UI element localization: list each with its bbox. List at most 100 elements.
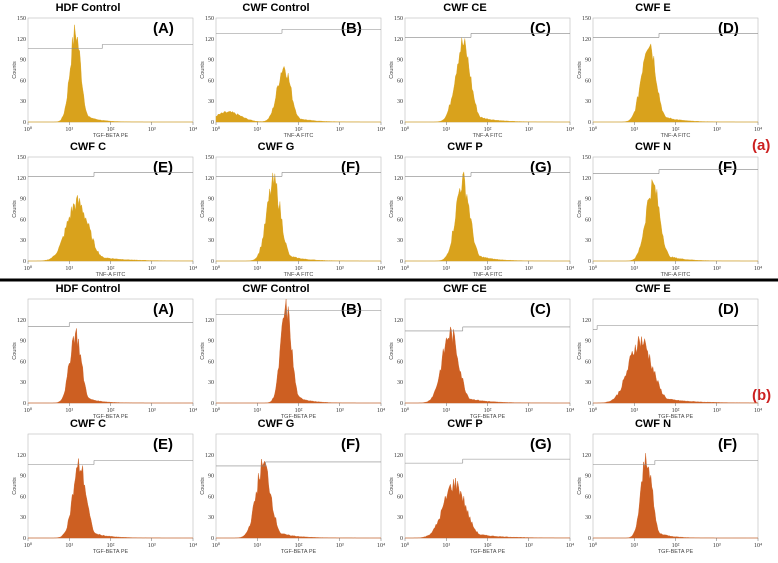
y-tick-label: 30 bbox=[208, 380, 214, 386]
histogram-panel: CWF C (E) 10⁰ 10¹ 10² 10³ 10⁴ 0 30 60 90 120 150 TNF-… bbox=[12, 141, 197, 278]
y-axis-label: Counts bbox=[389, 200, 395, 218]
y-axis-label: Counts bbox=[389, 342, 395, 360]
y-tick-label: 120 bbox=[205, 37, 214, 43]
y-tick-label: 60 bbox=[585, 359, 591, 365]
panel-tag: (G) bbox=[530, 159, 552, 176]
y-tick-label: 150 bbox=[205, 155, 214, 161]
histogram-distribution bbox=[593, 336, 759, 404]
y-tick-label: 0 bbox=[211, 536, 214, 542]
x-axis-label: TGF-BETA PE bbox=[470, 414, 506, 420]
y-tick-label: 0 bbox=[23, 259, 26, 265]
x-tick-label: 10² bbox=[672, 127, 680, 133]
y-tick-label: 150 bbox=[17, 155, 26, 161]
histogram-distribution bbox=[216, 298, 381, 404]
x-tick-label: 10⁰ bbox=[24, 265, 33, 272]
y-axis-label: Counts bbox=[577, 61, 583, 79]
y-axis-label: Counts bbox=[12, 342, 18, 360]
x-tick-label: 10² bbox=[672, 266, 680, 272]
y-tick-label: 150 bbox=[582, 16, 591, 22]
y-tick-label: 150 bbox=[582, 155, 591, 161]
panel-tag: (C) bbox=[530, 20, 551, 37]
panel-tag: (C) bbox=[530, 301, 551, 318]
y-tick-label: 30 bbox=[397, 515, 403, 521]
x-tick-label: 10⁰ bbox=[589, 265, 598, 272]
x-tick-label: 10¹ bbox=[442, 543, 450, 549]
histogram-panel: CWF C (E) 10⁰ 10¹ 10² 10³ 10⁴ 0 30 60 90 120 TGF-BET… bbox=[12, 418, 197, 555]
histogram-distribution bbox=[405, 477, 571, 539]
x-tick-label: 10⁴ bbox=[754, 408, 762, 414]
y-tick-label: 120 bbox=[582, 318, 591, 324]
y-tick-label: 90 bbox=[397, 474, 403, 480]
histogram-panel: CWF N (F) 10⁰ 10¹ 10² 10³ 10⁴ 0 30 60 90 120 150 TNF-… bbox=[577, 141, 762, 278]
x-axis-label: TGF-BETA PE bbox=[93, 549, 129, 555]
histogram-distribution bbox=[215, 65, 381, 123]
x-tick-label: 10² bbox=[484, 127, 492, 133]
panel-tag: (D) bbox=[718, 20, 739, 37]
y-tick-label: 120 bbox=[205, 453, 214, 459]
y-tick-label: 0 bbox=[400, 401, 403, 407]
x-tick-label: 10³ bbox=[148, 543, 156, 549]
x-tick-label: 10² bbox=[672, 543, 680, 549]
y-tick-label: 150 bbox=[394, 155, 403, 161]
x-axis-label: TGF-BETA PE bbox=[658, 549, 694, 555]
y-tick-label: 120 bbox=[17, 318, 26, 324]
y-tick-label: 60 bbox=[208, 217, 214, 223]
y-tick-label: 120 bbox=[205, 176, 214, 182]
y-axis-label: Counts bbox=[577, 477, 583, 495]
group-label-b: (b) bbox=[752, 387, 771, 404]
x-axis-label: TNF-A FITC bbox=[284, 272, 314, 278]
y-tick-label: 60 bbox=[397, 494, 403, 500]
panel-title: CWF G bbox=[258, 141, 295, 153]
x-tick-label: 10³ bbox=[713, 408, 721, 414]
y-tick-label: 0 bbox=[588, 259, 591, 265]
panel-title: HDF Control bbox=[56, 2, 121, 14]
y-tick-label: 30 bbox=[20, 99, 26, 105]
x-tick-label: 10⁰ bbox=[401, 542, 410, 549]
y-axis-label: Counts bbox=[12, 200, 18, 218]
x-tick-label: 10⁴ bbox=[377, 127, 385, 133]
x-tick-label: 10⁰ bbox=[589, 542, 598, 549]
panel-tag: (F) bbox=[718, 159, 737, 176]
y-tick-label: 60 bbox=[208, 494, 214, 500]
x-tick-label: 10¹ bbox=[630, 543, 638, 549]
histogram-distribution bbox=[28, 328, 193, 404]
x-tick-label: 10³ bbox=[525, 127, 533, 133]
x-axis-label: TNF-A FITC bbox=[661, 133, 691, 139]
x-tick-label: 10⁴ bbox=[189, 127, 197, 133]
x-tick-label: 10¹ bbox=[65, 543, 73, 549]
y-tick-label: 90 bbox=[585, 474, 591, 480]
y-tick-label: 90 bbox=[208, 339, 214, 345]
x-tick-label: 10³ bbox=[713, 543, 721, 549]
y-axis-label: Counts bbox=[389, 477, 395, 495]
panel-title: CWF Control bbox=[242, 2, 309, 14]
panel-tag: (B) bbox=[341, 301, 362, 318]
y-tick-label: 90 bbox=[585, 58, 591, 64]
x-tick-label: 10⁰ bbox=[589, 407, 598, 414]
y-tick-label: 120 bbox=[582, 37, 591, 43]
histogram-distribution bbox=[216, 458, 381, 539]
histogram-panel: CWF P (G) 10⁰ 10¹ 10² 10³ 10⁴ 0 30 60 90 120 TGF-BET… bbox=[389, 418, 574, 555]
y-tick-label: 0 bbox=[211, 259, 214, 265]
x-tick-label: 10⁴ bbox=[189, 543, 197, 549]
histogram-panel: CWF N (F) 10⁰ 10¹ 10² 10³ 10⁴ 0 30 60 90 120 TGF-BET… bbox=[577, 418, 762, 555]
histogram-distribution bbox=[405, 37, 570, 123]
x-tick-label: 10¹ bbox=[253, 408, 261, 414]
y-tick-label: 30 bbox=[397, 99, 403, 105]
panel-title: CWF P bbox=[447, 418, 482, 430]
histogram-distribution bbox=[216, 172, 381, 262]
y-tick-label: 120 bbox=[205, 318, 214, 324]
histogram-panel: HDF Control (A) 10⁰ 10¹ 10² 10³ 10⁴ 0 30 60 90 120 T… bbox=[12, 283, 197, 420]
x-tick-label: 10³ bbox=[336, 127, 344, 133]
x-tick-label: 10³ bbox=[336, 408, 344, 414]
x-axis-label: TGF-BETA PE bbox=[281, 414, 317, 420]
x-tick-label: 10² bbox=[295, 127, 303, 133]
x-tick-label: 10² bbox=[295, 266, 303, 272]
panel-title: CWF C bbox=[70, 418, 106, 430]
x-tick-label: 10⁰ bbox=[401, 265, 410, 272]
x-tick-label: 10¹ bbox=[630, 266, 638, 272]
y-tick-label: 150 bbox=[205, 16, 214, 22]
y-tick-label: 60 bbox=[397, 217, 403, 223]
y-tick-label: 90 bbox=[397, 58, 403, 64]
y-tick-label: 90 bbox=[208, 197, 214, 203]
y-tick-label: 120 bbox=[394, 318, 403, 324]
